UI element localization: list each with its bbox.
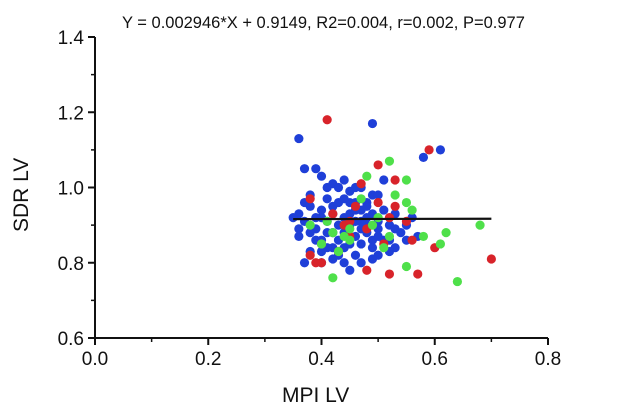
data-point [316,239,327,249]
data-point [294,224,304,234]
data-point [424,145,434,155]
y-tick-label: 0.8 [58,254,84,275]
data-point [390,201,400,211]
x-tick-label: 0.2 [195,349,221,370]
data-point [328,273,338,283]
data-point [339,231,349,242]
data-point [350,201,361,211]
data-point [390,175,400,185]
data-point [322,194,332,204]
data-point [345,224,355,234]
y-tick-label: 1.2 [58,103,84,124]
data-point [294,133,304,144]
data-point [379,243,389,253]
data-point [328,209,338,219]
data-point [328,201,338,211]
data-point [288,213,298,223]
data-point [407,205,417,215]
data-point [305,220,315,230]
y-tick-label: 1.4 [58,28,85,49]
data-point [407,235,417,245]
data-point [373,190,383,200]
data-point [435,239,446,249]
y-axis-label: SDR LV [10,157,33,232]
data-point [350,250,361,260]
data-point [294,231,304,242]
data-point [401,175,412,185]
data-point [305,228,315,238]
data-point [356,179,366,189]
data-point [311,213,321,223]
data-point [299,258,310,268]
data-point [367,220,378,230]
data-point [356,194,366,204]
data-point [328,228,338,238]
regression-annotation: Y = 0.002946*X + 0.9149, R2=0.004, r=0.0… [122,14,525,32]
points-layer [288,115,496,287]
data-point [452,276,462,287]
data-point [441,228,451,238]
data-point [418,231,429,242]
data-point [401,197,412,208]
x-tick-label: 0.0 [82,349,108,370]
data-point [305,250,315,260]
data-point [311,164,321,174]
x-tick-label: 0.4 [308,349,335,370]
data-point [418,152,429,162]
data-point [356,258,366,268]
data-point [384,231,395,242]
data-point [311,258,321,268]
data-point [435,145,446,155]
data-point [316,205,327,215]
data-point [390,224,400,234]
data-point [362,265,372,275]
data-point [333,182,344,193]
data-point [384,269,395,279]
data-point [322,115,332,125]
data-point [305,194,315,204]
data-point [333,246,344,257]
data-point [475,220,485,230]
data-point [379,205,389,215]
y-tick-label: 0.6 [58,329,84,350]
data-point [384,213,395,223]
data-point [486,254,496,264]
data-point [401,261,412,272]
data-point [373,197,383,208]
data-point [390,190,400,200]
data-point [413,269,423,279]
data-point [362,171,372,181]
data-point [373,160,383,170]
x-tick-label: 0.8 [535,349,561,370]
data-point [379,175,389,185]
data-point [339,175,349,185]
data-point [367,118,378,129]
data-point [362,201,372,211]
data-point [345,265,355,275]
data-point [356,239,366,249]
data-point [299,164,310,174]
data-point [316,171,327,181]
data-point [339,258,349,268]
data-point [367,243,378,253]
data-point [339,194,349,204]
y-tick-label: 1.0 [58,179,84,200]
x-axis-label: MPI LV [282,384,350,407]
data-point [384,156,395,166]
data-point [367,254,378,264]
x-tick-label: 0.6 [422,349,448,370]
data-point [373,231,383,242]
axes-layer: 0.6 0.8 1.0 1.2 1.4 0.0 0.2 0.4 0.6 0.8 [58,28,562,370]
data-point [373,213,383,223]
